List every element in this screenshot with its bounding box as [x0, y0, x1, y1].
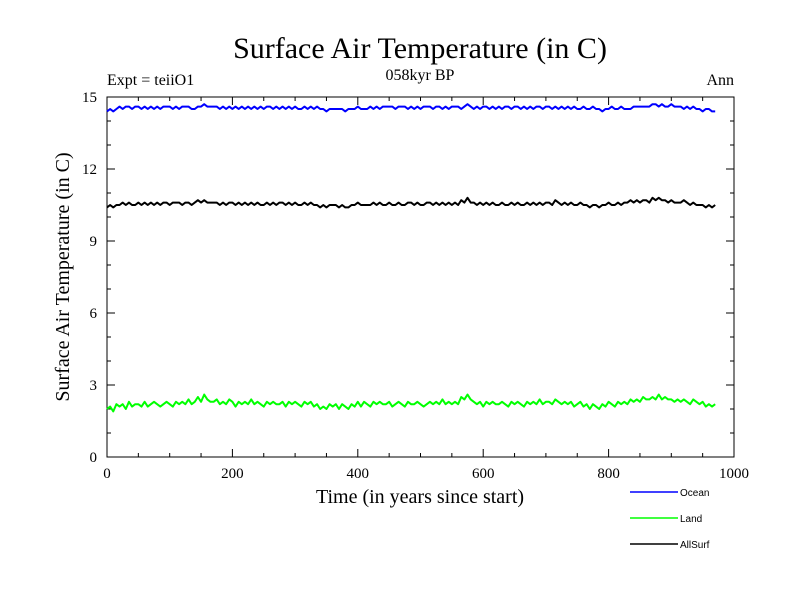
x-tick-label: 200: [221, 466, 244, 482]
x-axis-label: Time (in years since start): [316, 486, 524, 508]
chart-subtitle: 058kyr BP: [386, 67, 455, 84]
series-lines: [106, 103, 716, 413]
series-line-allsurf: [106, 196, 716, 209]
legend: Ocean Land AllSurf: [630, 488, 710, 551]
chart-title: Surface Air Temperature (in C): [233, 32, 607, 65]
x-tick-label: 400: [347, 466, 370, 482]
y-tick-label: 6: [90, 306, 98, 322]
legend-label-land: Land: [680, 514, 702, 525]
y-tick-label: 12: [82, 162, 97, 178]
y-tick-label: 3: [90, 378, 98, 394]
ticks: 0 200 400 600 800 1000 0 3 6 9 12 15: [82, 90, 749, 482]
y-tick-label: 9: [90, 234, 98, 250]
legend-label-allsurf: AllSurf: [680, 540, 710, 551]
series-line-ocean: [106, 103, 716, 113]
series-line-land: [106, 393, 716, 413]
x-tick-label: 1000: [719, 466, 749, 482]
x-tick-label: 600: [472, 466, 495, 482]
experiment-label: Expt = teiiO1: [107, 72, 194, 89]
season-label: Ann: [706, 72, 734, 89]
x-tick-label: 0: [103, 466, 111, 482]
y-tick-label: 0: [90, 450, 98, 466]
x-tick-label: 800: [597, 466, 620, 482]
y-tick-label: 15: [82, 90, 97, 106]
y-axis-label: Surface Air Temperature (in C): [52, 152, 74, 401]
legend-label-ocean: Ocean: [680, 488, 709, 499]
